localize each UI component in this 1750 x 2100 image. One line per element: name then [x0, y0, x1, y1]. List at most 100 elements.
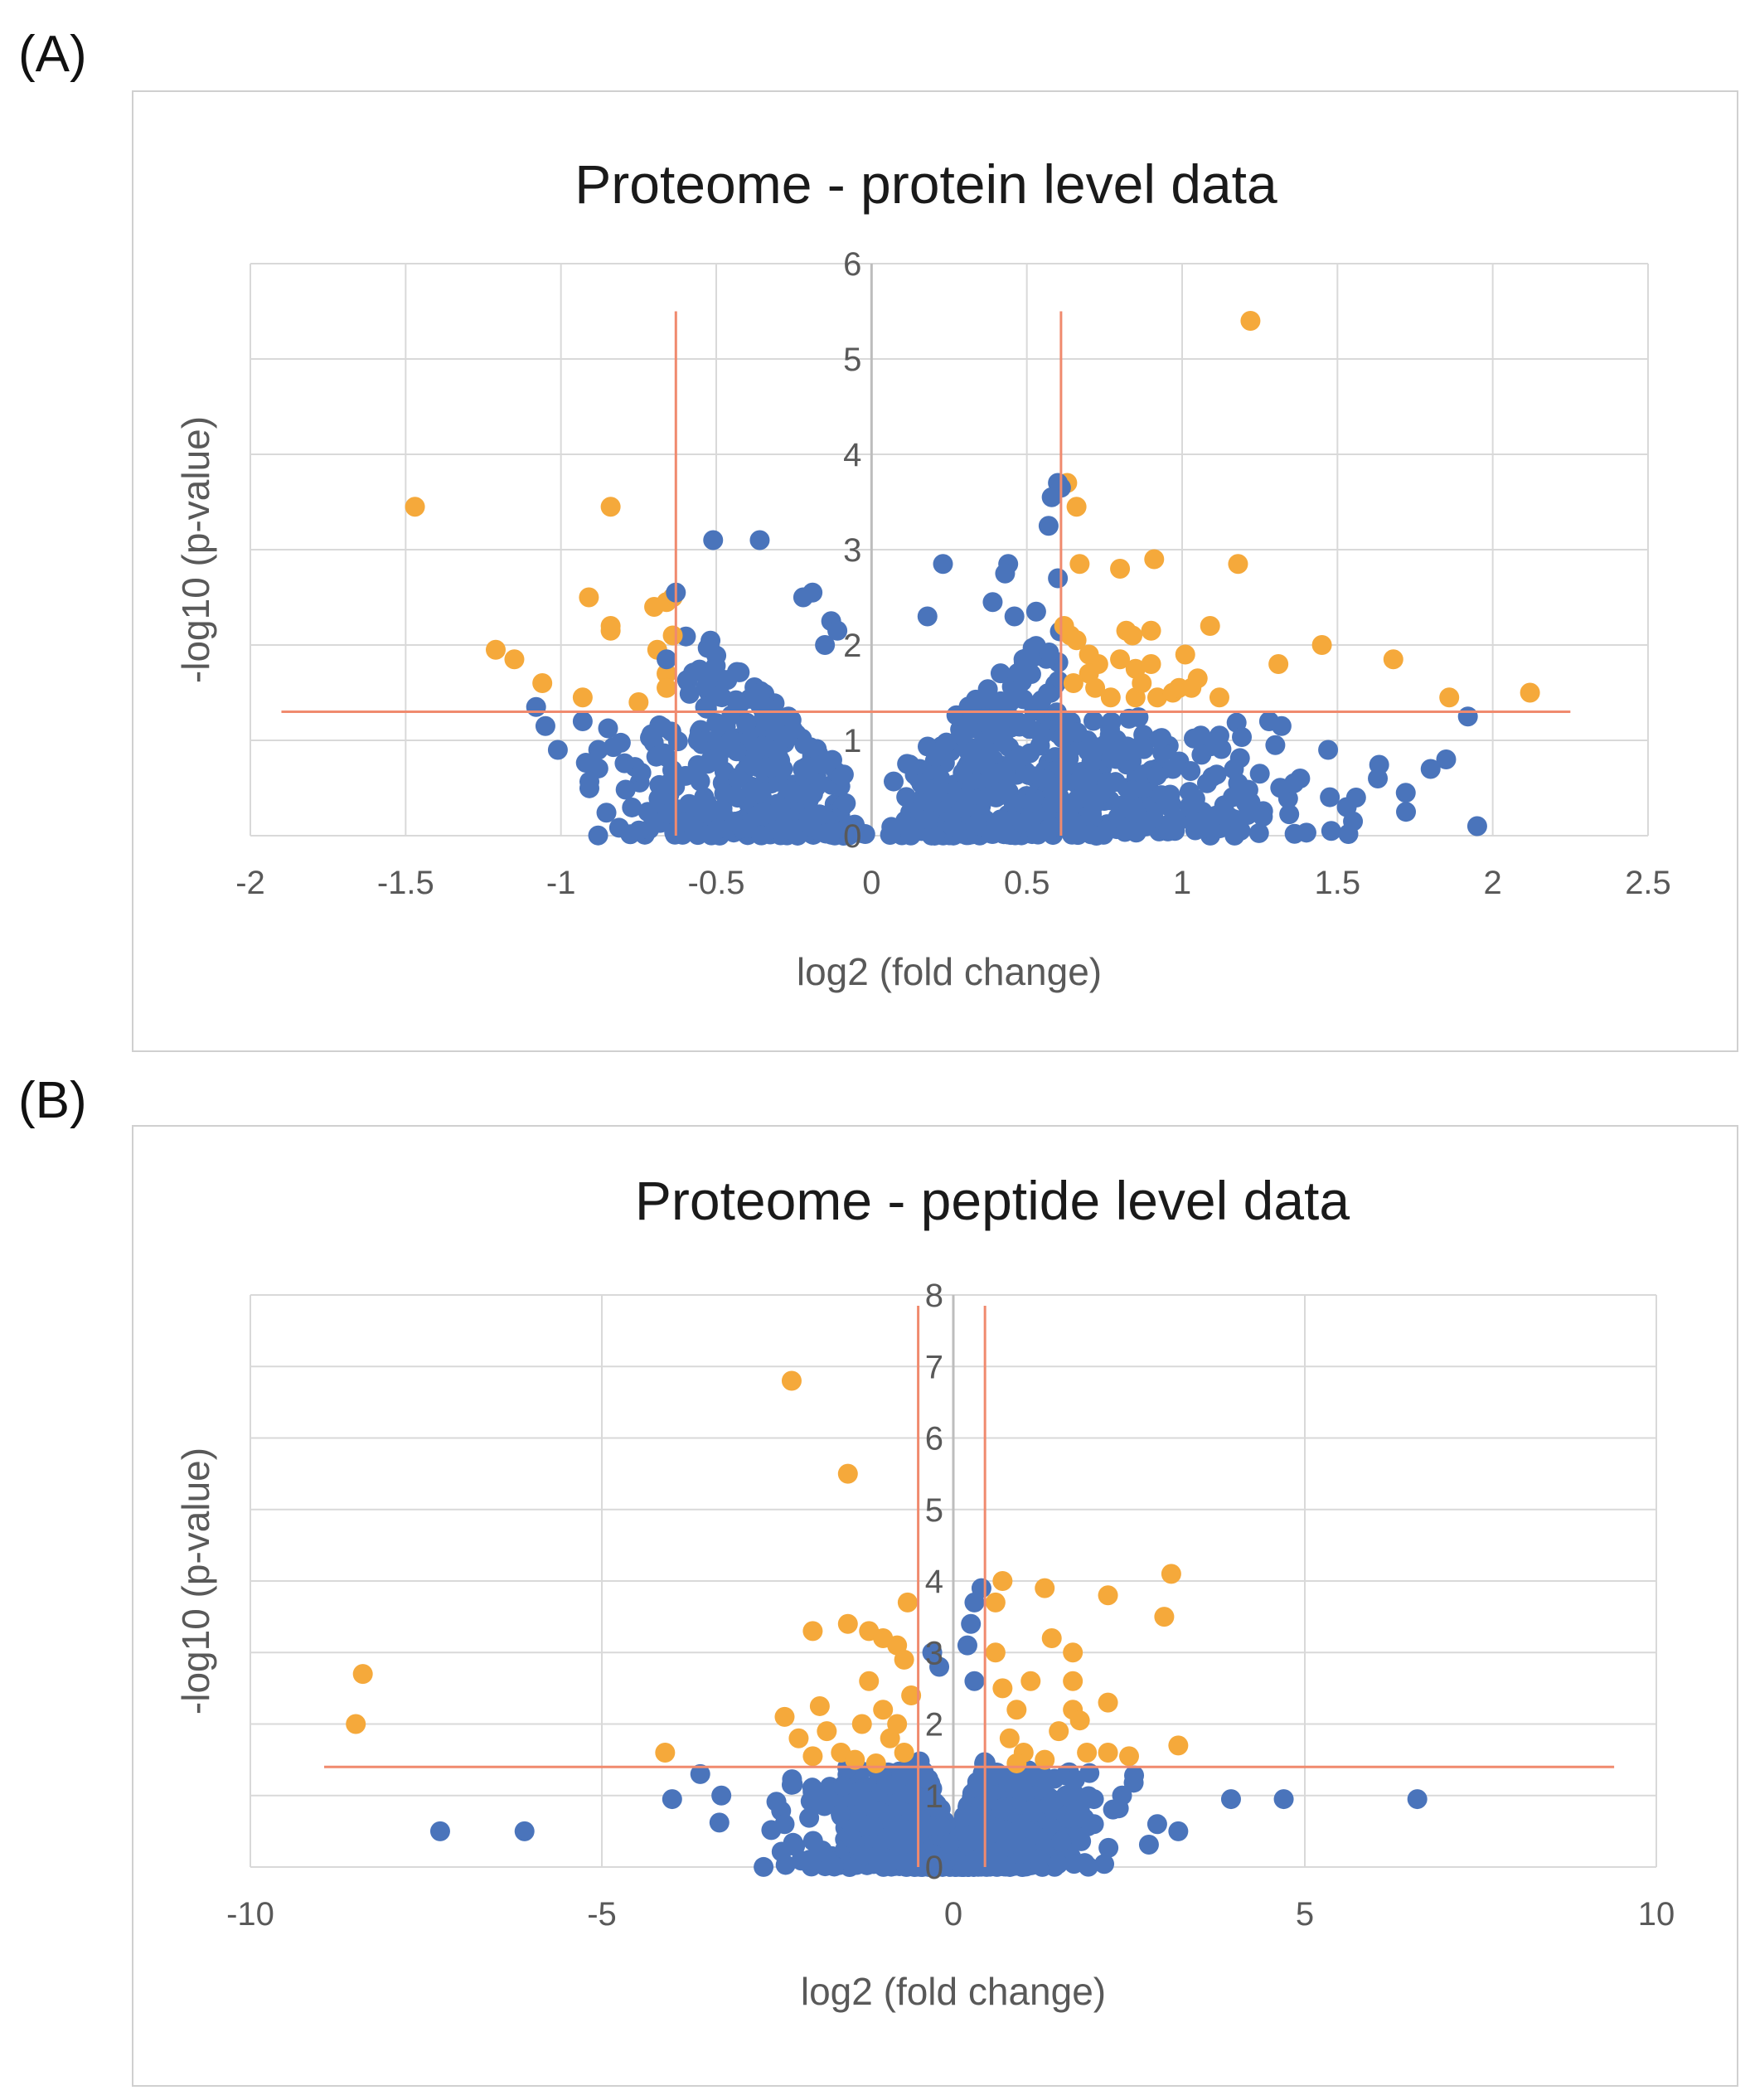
data-point-significant	[859, 1671, 880, 1691]
data-point-insignificant	[596, 803, 617, 823]
data-point-significant	[1141, 620, 1161, 641]
data-point-insignificant	[736, 713, 757, 734]
data-point-insignificant	[1209, 725, 1229, 746]
data-point-significant	[992, 1571, 1013, 1591]
data-point-insignificant	[1271, 715, 1292, 736]
data-point-significant	[1063, 1671, 1083, 1691]
data-point-insignificant	[1122, 780, 1143, 801]
data-point-significant	[985, 1592, 1006, 1613]
x-axis-label: log2 (fold change)	[797, 950, 1102, 993]
data-point-significant	[851, 1714, 872, 1734]
data-point-insignificant	[911, 774, 932, 794]
data-point-insignificant	[696, 796, 716, 817]
data-point-significant	[1066, 497, 1087, 517]
data-point-insignificant	[1320, 787, 1340, 808]
data-point-insignificant	[654, 743, 675, 764]
data-point-significant	[346, 1714, 366, 1734]
data-point-insignificant	[1019, 646, 1040, 667]
data-point-insignificant	[711, 1785, 732, 1806]
data-point-insignificant	[809, 1792, 830, 1813]
data-point-insignificant	[1466, 816, 1487, 837]
y-tick-label: 4	[843, 437, 861, 473]
data-point-insignificant	[989, 1841, 1010, 1862]
data-point-insignificant	[1031, 690, 1052, 711]
data-point-insignificant	[821, 822, 841, 843]
data-point-significant	[809, 1695, 830, 1716]
data-point-insignificant	[1083, 1789, 1104, 1810]
data-point-insignificant	[1009, 716, 1030, 737]
data-point-insignificant	[1240, 792, 1261, 812]
y-tick-label: 3	[925, 1635, 943, 1671]
data-point-insignificant	[667, 731, 688, 752]
data-point-insignificant	[1003, 750, 1024, 771]
data-point-insignificant	[961, 1613, 982, 1634]
data-point-insignificant	[1098, 1837, 1119, 1858]
data-point-insignificant	[975, 755, 996, 776]
data-point-insignificant	[863, 1816, 884, 1836]
data-point-insignificant	[572, 711, 593, 731]
data-point-significant	[894, 1649, 914, 1670]
x-tick-label: -2	[235, 865, 265, 901]
data-point-insignificant	[1343, 811, 1364, 832]
data-point-significant	[504, 649, 525, 670]
data-point-insignificant	[628, 820, 649, 841]
data-point-insignificant	[849, 1782, 870, 1802]
data-point-insignificant	[1265, 735, 1286, 755]
data-point-insignificant	[696, 677, 716, 697]
data-point-insignificant	[1196, 773, 1217, 793]
data-point-insignificant	[657, 649, 677, 670]
data-point-insignificant	[957, 1635, 977, 1656]
data-point-significant	[1098, 1743, 1118, 1763]
data-point-insignificant	[1069, 788, 1089, 809]
data-point-significant	[1161, 1564, 1181, 1584]
chart-title-a: Proteome - protein level data	[574, 153, 1277, 215]
data-point-insignificant	[1007, 662, 1028, 683]
data-point-insignificant	[1071, 1831, 1092, 1851]
data-point-insignificant	[929, 1656, 950, 1677]
data-point-insignificant	[967, 813, 987, 834]
data-point-significant	[1035, 1749, 1055, 1770]
x-tick-label: 1	[1173, 865, 1191, 901]
data-point-insignificant	[687, 730, 708, 751]
data-point-significant	[1006, 1700, 1027, 1720]
data-point-insignificant	[768, 820, 789, 841]
data-point-insignificant	[1112, 1785, 1132, 1806]
data-point-insignificant	[622, 797, 642, 817]
data-point-insignificant	[1191, 744, 1212, 765]
data-point-insignificant	[953, 763, 973, 783]
data-point-insignificant	[1133, 725, 1154, 745]
x-tick-label: -1	[546, 865, 576, 901]
y-axis-label: -log10 (p-value)	[174, 1448, 217, 1714]
data-point-insignificant	[1042, 782, 1063, 803]
data-point-insignificant	[610, 732, 631, 753]
panel-label-b: (B)	[18, 1072, 87, 1129]
data-point-insignificant	[964, 1592, 985, 1613]
y-tick-label: 5	[925, 1492, 943, 1529]
data-point-insignificant	[706, 645, 727, 666]
data-point-insignificant	[701, 825, 722, 846]
data-point-significant	[1147, 687, 1168, 708]
data-point-insignificant	[1051, 1831, 1072, 1852]
data-point-insignificant	[535, 715, 555, 736]
data-point-significant	[1100, 687, 1121, 708]
data-point-insignificant	[1249, 764, 1270, 784]
data-point-insignificant	[598, 718, 618, 739]
data-point-significant	[1122, 625, 1143, 646]
data-point-insignificant	[588, 825, 608, 846]
data-point-insignificant	[1067, 722, 1088, 743]
data-point-insignificant	[802, 1777, 822, 1798]
data-point-insignificant	[1000, 691, 1020, 711]
data-point-insignificant	[958, 742, 979, 763]
data-point-insignificant	[957, 787, 977, 808]
y-tick-label: 4	[925, 1564, 943, 1600]
data-point-significant	[1077, 1743, 1098, 1763]
data-point-insignificant	[1277, 788, 1298, 809]
data-point-significant	[662, 625, 683, 646]
data-point-insignificant	[526, 696, 546, 717]
data-point-insignificant	[986, 1763, 1006, 1783]
data-point-insignificant	[1190, 725, 1211, 746]
y-tick-label: 1	[843, 723, 861, 759]
data-point-insignificant	[1457, 706, 1478, 727]
data-point-insignificant	[1395, 783, 1416, 803]
